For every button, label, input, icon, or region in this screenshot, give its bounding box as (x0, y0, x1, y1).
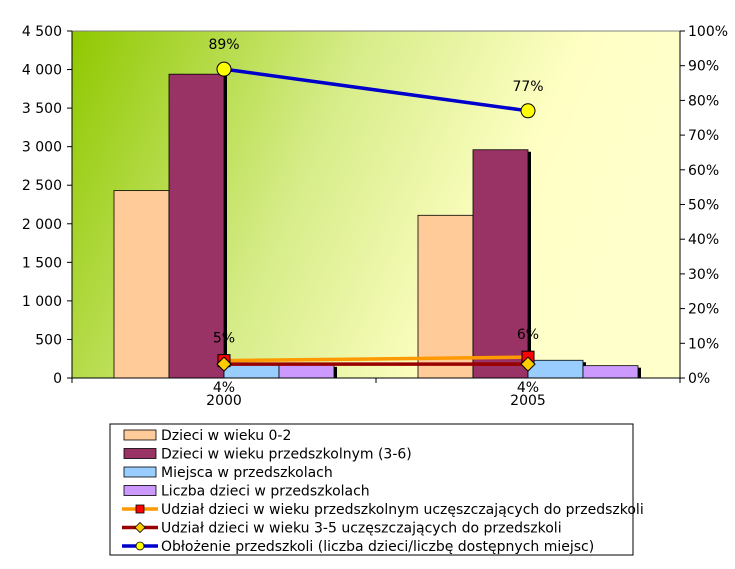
legend-marker (135, 541, 145, 551)
data-label: 89% (208, 37, 239, 53)
bar (582, 365, 639, 379)
y2-tick-label: 30% (688, 267, 719, 283)
y-tick-label: 3 500 (22, 101, 62, 117)
bar (527, 359, 584, 379)
legend-swatch (123, 448, 157, 459)
y2-tick-label: 80% (688, 93, 719, 109)
legend-entry: Udział dzieci w wieku 3-5 uczęszczającyc… (161, 521, 562, 537)
series-line (223, 67, 529, 113)
legend-swatch (123, 485, 157, 496)
data-label: 4% (517, 380, 539, 396)
x-tick-label: 2005 (510, 393, 546, 409)
data-label: 6% (517, 327, 539, 343)
legend-entry: Udział dzieci w wieku przedszkolnym uczę… (161, 502, 644, 518)
y-tick-label: 4 500 (22, 24, 62, 40)
y2-tick-label: 40% (688, 232, 719, 248)
bars-layer (113, 73, 641, 379)
legend-entry: Miejsca w przedszkolach (161, 465, 333, 481)
y2-tick-label: 50% (688, 198, 719, 214)
lines-layer (216, 61, 536, 372)
legend-entry: Obłożenie przedszkoli (liczba dzieci/lic… (161, 539, 594, 555)
y-tick-label: 1 500 (22, 255, 62, 271)
y-tick-label: 2 000 (22, 217, 62, 233)
legend-swatch (123, 466, 157, 478)
bar (417, 214, 474, 379)
bar (113, 190, 170, 379)
legend-swatch (123, 429, 157, 441)
y2-tick-label: 60% (688, 163, 719, 179)
data-label: 5% (213, 331, 235, 347)
legend-marker (135, 504, 145, 514)
point-marker (216, 61, 232, 77)
y-tick-label: 0 (53, 371, 62, 387)
axes-layer: 0 500 1 000 1 500 2 000 2 500 3 000 3 500 4 000 4… (22, 24, 728, 409)
y-tick-label: 2 500 (22, 178, 62, 194)
bar (278, 364, 335, 379)
legend-box (109, 423, 634, 556)
y2-tick-label: 0% (688, 371, 710, 387)
series-line (223, 355, 529, 363)
legend-entry: Liczba dzieci w przedszkolach (161, 484, 370, 500)
y-tick-label: 500 (35, 332, 62, 348)
y2-tick-label: 90% (688, 59, 719, 75)
bar (472, 149, 529, 379)
y-tick-label: 1 000 (22, 294, 62, 310)
legend-marker (134, 521, 146, 534)
data-labels-layer: 5% 6% 4% 4% 89% 77% (208, 37, 543, 396)
legend-entry: Dzieci w wieku przedszkolnym (3-6) (161, 447, 412, 463)
y2-tick-label: 100% (688, 24, 728, 40)
bar (168, 73, 225, 379)
x-tick-label: 2000 (206, 393, 242, 409)
y-tick-label: 3 000 (22, 140, 62, 156)
data-label: 4% (213, 380, 235, 396)
y2-tick-label: 10% (688, 336, 719, 352)
point-marker (520, 356, 536, 372)
data-label: 77% (512, 79, 543, 95)
point-marker (216, 356, 232, 372)
point-marker (520, 103, 536, 119)
y2-tick-label: 20% (688, 302, 719, 318)
legend-entry: Dzieci w wieku 0-2 (161, 428, 291, 444)
y-tick-label: 4 000 (22, 63, 62, 79)
legend: Dzieci w wieku 0-2 Dzieci w wieku przedsz… (109, 423, 644, 556)
y2-tick-label: 70% (688, 128, 719, 144)
